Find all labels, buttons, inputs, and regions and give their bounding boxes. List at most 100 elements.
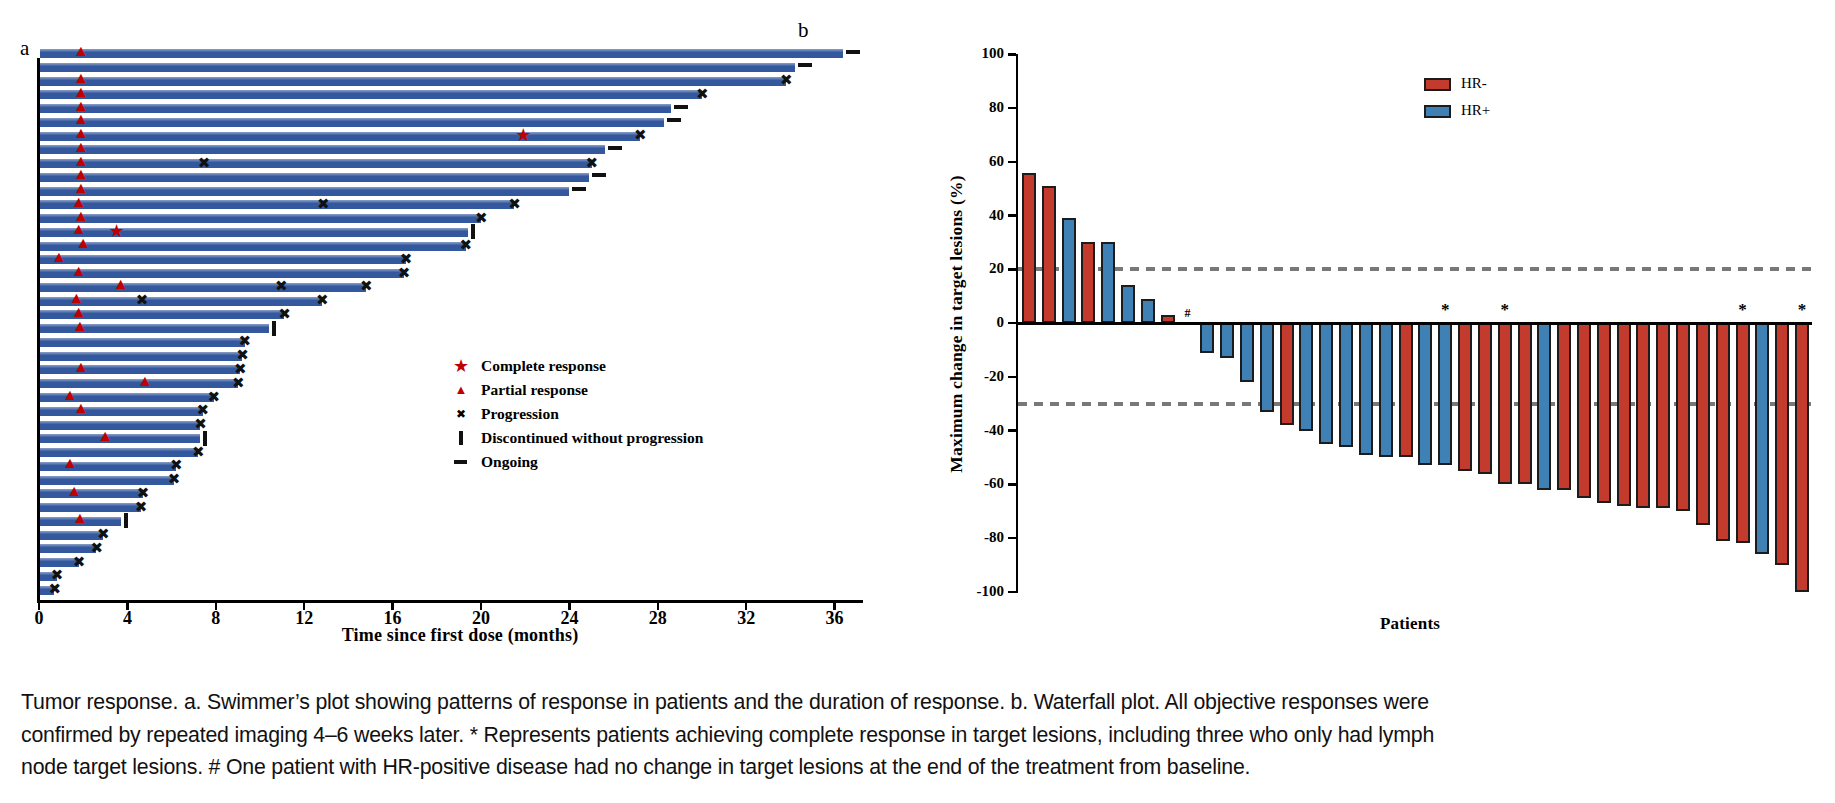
swimmer-bar xyxy=(40,200,514,209)
partial-response-triangle-icon: ▲ xyxy=(72,510,88,526)
discontinued-bar-icon xyxy=(124,513,128,528)
swimmer-bar xyxy=(40,228,468,237)
waterfall-bar xyxy=(1577,323,1591,498)
swimmer-bar xyxy=(40,49,843,58)
swimmer-x-tick-label: 8 xyxy=(196,608,236,629)
panel-b-label: b xyxy=(798,18,809,43)
progression-x-icon: ✖ xyxy=(194,417,207,432)
caption-line-2: confirmed by repeated imaging 4–6 weeks … xyxy=(21,719,1821,752)
progression-x-icon: ✖ xyxy=(278,307,291,322)
complete-response-star-icon: ★ xyxy=(515,126,531,144)
discontinued-bar-icon xyxy=(272,321,276,336)
swimmer-x-tick-label: 0 xyxy=(19,608,59,629)
waterfall-bar xyxy=(1636,323,1650,508)
progression-x-icon: ✖ xyxy=(360,279,373,294)
swimmer-x-tick-label: 4 xyxy=(107,608,147,629)
waterfall-bar xyxy=(1062,218,1076,323)
ongoing-dash-icon xyxy=(798,63,812,67)
waterfall-y-tick-label: -40 xyxy=(946,422,1004,439)
progression-x-icon: ✖ xyxy=(317,197,330,212)
swimmer-x-tick-label: 20 xyxy=(461,608,501,629)
legend-hr-label: HR- xyxy=(1461,75,1487,92)
figure-caption: Tumor response. a. Swimmer’s plot showin… xyxy=(21,686,1821,784)
waterfall-y-tick-label: -80 xyxy=(946,529,1004,546)
swimmer-bar xyxy=(40,63,795,72)
swimmer-bar xyxy=(40,407,203,416)
partial-response-triangle-icon: ▲ xyxy=(137,373,153,389)
caption-line-3: node target lesions. # One patient with … xyxy=(21,751,1821,784)
legend-partial-response-triangle-icon: ▲ xyxy=(450,380,472,400)
swimmer-bar xyxy=(40,269,404,278)
progression-x-icon: ✖ xyxy=(136,293,149,308)
waterfall-bar xyxy=(1656,323,1670,508)
waterfall-x-axis-title: Patients xyxy=(1310,614,1510,634)
progression-x-icon: ✖ xyxy=(634,128,647,143)
swimmer-x-tick-label: 12 xyxy=(284,608,324,629)
swimmer-bar xyxy=(40,434,200,443)
waterfall-bar xyxy=(1736,323,1750,543)
progression-x-icon: ✖ xyxy=(48,582,61,597)
swimmer-bar xyxy=(40,421,200,430)
waterfall-bar xyxy=(1359,323,1373,455)
waterfall-zero-line xyxy=(1018,322,1812,325)
waterfall-y-tick xyxy=(1008,376,1016,379)
ongoing-dash-icon xyxy=(592,173,606,177)
swimmer-x-tick-label: 36 xyxy=(815,608,855,629)
complete-response-asterisk: * xyxy=(1792,300,1812,320)
progression-x-icon: ✖ xyxy=(316,293,329,308)
complete-response-star-icon: ★ xyxy=(109,222,125,240)
progression-x-icon: ✖ xyxy=(475,211,488,226)
swimmer-x-tick-label: 28 xyxy=(638,608,678,629)
swimmer-x-tick-label: 16 xyxy=(373,608,413,629)
legend-label: Ongoing xyxy=(481,453,538,471)
waterfall-bar xyxy=(1498,323,1512,484)
partial-response-triangle-icon: ▲ xyxy=(113,276,129,292)
waterfall-bar xyxy=(1478,323,1492,474)
waterfall-bar xyxy=(1617,323,1631,506)
waterfall-y-tick-label: 40 xyxy=(946,207,1004,224)
waterfall-bar xyxy=(1537,323,1551,490)
ongoing-dash-icon xyxy=(572,187,586,191)
waterfall-y-tick-label: -100 xyxy=(946,583,1004,600)
legend-label: Partial response xyxy=(481,381,588,399)
waterfall-bar xyxy=(1696,323,1710,525)
partial-response-triangle-icon: ▲ xyxy=(71,263,87,279)
legend-hr-positive-swatch xyxy=(1424,105,1451,118)
swimmer-x-axis xyxy=(37,600,863,603)
waterfall-bar xyxy=(1418,323,1432,465)
waterfall-bar xyxy=(1022,173,1036,324)
swimmer-bar xyxy=(40,77,786,86)
waterfall-bar xyxy=(1081,242,1095,323)
swimmer-bar xyxy=(40,132,640,141)
complete-response-asterisk: * xyxy=(1495,300,1515,320)
partial-response-triangle-icon: ▲ xyxy=(73,400,89,416)
panel-a-label: a xyxy=(20,36,29,61)
caption-line-1: Tumor response. a. Swimmer’s plot showin… xyxy=(21,686,1821,719)
partial-response-triangle-icon: ▲ xyxy=(72,318,88,334)
partial-response-triangle-icon: ▲ xyxy=(62,455,78,471)
swimmer-bar xyxy=(40,173,589,182)
partial-response-triangle-icon: ▲ xyxy=(97,428,113,444)
legend-label: Discontinued without progression xyxy=(481,429,704,447)
swimmer-bar xyxy=(40,90,702,99)
partial-response-triangle-icon: ▲ xyxy=(51,249,67,265)
waterfall-bar xyxy=(1795,323,1809,592)
swimmer-bar xyxy=(40,338,245,347)
waterfall-y-tick-label: -20 xyxy=(946,368,1004,385)
waterfall-bar xyxy=(1101,242,1115,323)
waterfall-bar xyxy=(1200,323,1214,353)
waterfall-bar xyxy=(1141,299,1155,323)
swimmer-bar xyxy=(40,489,143,498)
swimmer-bar xyxy=(40,503,141,512)
waterfall-y-tick xyxy=(1008,322,1016,325)
waterfall-y-tick xyxy=(1008,483,1016,486)
waterfall-bar xyxy=(1716,323,1730,541)
ongoing-dash-icon xyxy=(674,105,688,109)
ongoing-dash-icon xyxy=(846,50,860,54)
figure: a b Time since first dose (months) Maxim… xyxy=(0,0,1835,803)
waterfall-bar xyxy=(1280,323,1294,425)
legend-hr-label: HR+ xyxy=(1461,102,1490,119)
waterfall-y-tick xyxy=(1008,591,1016,594)
progression-x-icon: ✖ xyxy=(460,238,473,253)
swimmer-bar xyxy=(40,145,605,154)
